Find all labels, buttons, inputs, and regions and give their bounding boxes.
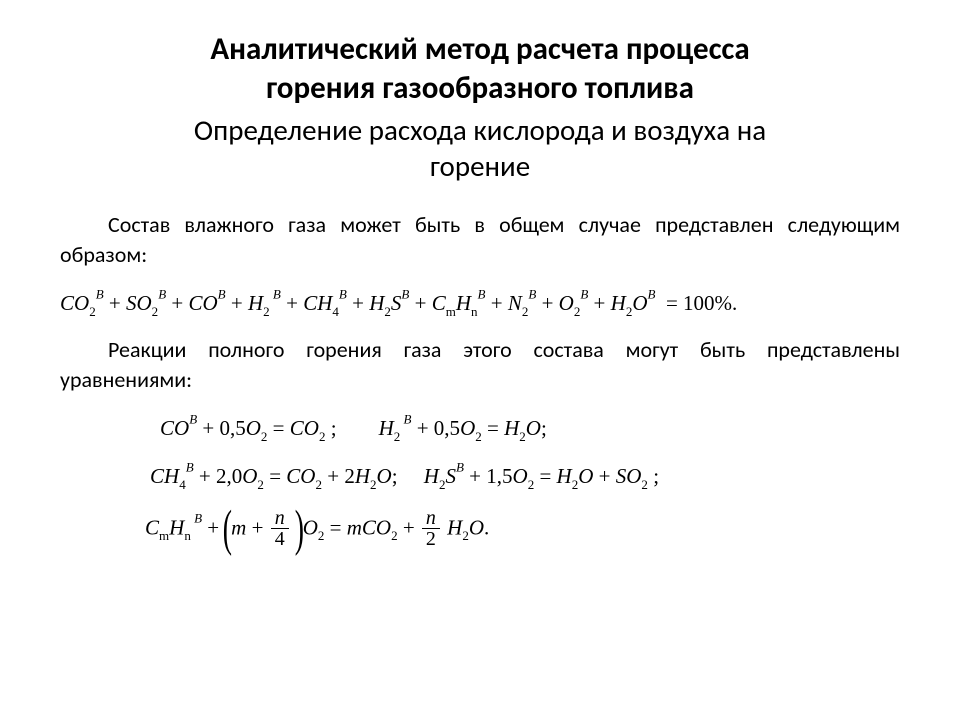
title-line-2: горения газообразного топлива bbox=[266, 69, 694, 107]
title-line-1: Аналитический метод расчета процесса bbox=[210, 30, 749, 68]
paragraph-1: Состав влажного газа может быть в общем … bbox=[60, 210, 900, 269]
page-title: Аналитический метод расчета процесса гор… bbox=[60, 30, 900, 108]
equation-reaction-3: CmHn B + (m + n4 )O2 = mCO2 + n2 H2O. bbox=[60, 508, 900, 551]
subtitle-line-1: Определение расхода кислорода и воздуха … bbox=[194, 112, 766, 148]
paragraph-2: Реакции полного горения газа этого соста… bbox=[60, 335, 900, 394]
slide: Аналитический метод расчета процесса гор… bbox=[0, 0, 960, 720]
equation-reaction-2: CH4B + 2,0O2 = CO2 + 2H2O; H2SB + 1,5O2 … bbox=[60, 460, 900, 494]
subtitle-line-2: горение bbox=[430, 148, 530, 184]
page-subtitle: Определение расхода кислорода и воздуха … bbox=[60, 112, 900, 185]
equation-composition: CO2B + SO2B + COB + H2 B + CH4B + H2SB +… bbox=[60, 287, 900, 321]
equation-reaction-1: COB + 0,5O2 = CO2 ; H2 B + 0,5O2 = H2O; bbox=[60, 412, 900, 446]
